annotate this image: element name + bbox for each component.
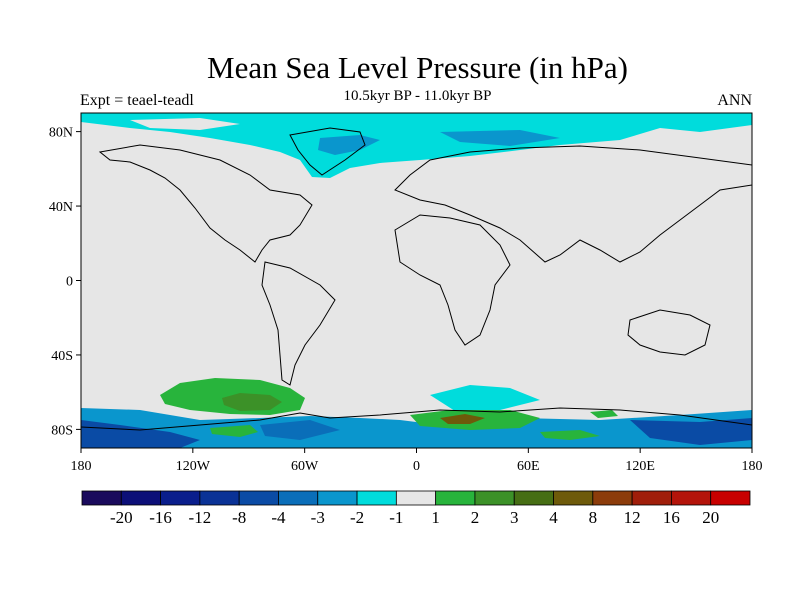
colorbar-label: -8 xyxy=(232,508,246,527)
colorbar-label: 8 xyxy=(589,508,598,527)
colorbar-swatch xyxy=(356,490,397,506)
coastline-australia xyxy=(627,309,711,356)
colorbar-label: -2 xyxy=(350,508,364,527)
colorbar-swatch xyxy=(238,490,279,506)
coastline-south-america xyxy=(261,261,336,386)
pressure-contours xyxy=(81,113,752,448)
x-tick-label: 180 xyxy=(742,459,763,474)
x-tick-label: 120E xyxy=(625,459,655,474)
x-tick-label: 0 xyxy=(413,459,420,474)
colorbar-swatch xyxy=(395,490,437,506)
coastlines xyxy=(81,127,752,431)
colorbar-swatch xyxy=(671,490,712,506)
colorbar-swatch xyxy=(160,490,201,506)
colorbar-swatch xyxy=(81,490,122,506)
contour-antarctic-positive xyxy=(540,430,600,440)
contour-arctic-stronger xyxy=(318,135,380,155)
contour-antarctic-strong-negative xyxy=(260,420,340,440)
map-title: Mean Sea Level Pressure (in hPa) xyxy=(207,50,628,85)
contour-antarctic-strong-negative xyxy=(630,418,752,445)
colorbar-label: 4 xyxy=(549,508,558,527)
colorbar-swatch xyxy=(278,490,319,506)
coastline-africa xyxy=(394,214,511,346)
colorbar-swatch xyxy=(710,490,751,506)
contour-south-atlantic-negative xyxy=(430,385,540,411)
colorbar-label: -12 xyxy=(189,508,212,527)
contour-arctic-gray-patch xyxy=(130,118,240,130)
coastline-north-america xyxy=(98,144,313,263)
y-tick-label: 40N xyxy=(49,200,73,215)
y-tick-label: 40S xyxy=(51,349,73,364)
colorbar-swatch xyxy=(553,490,594,506)
colorbar-label: -1 xyxy=(389,508,403,527)
colorbar-label: -16 xyxy=(149,508,172,527)
colorbar: -20 -16 -12 -8 -4 -3 -2 -1 1 2 3 4 8 12 16 20 xyxy=(81,490,751,527)
colorbar-swatch xyxy=(199,490,240,506)
colorbar-label: 2 xyxy=(471,508,480,527)
coastline-greenland xyxy=(289,127,366,176)
colorbar-label: -3 xyxy=(311,508,325,527)
season-label: ANN xyxy=(717,92,752,109)
colorbar-swatch xyxy=(120,490,161,506)
coastline-europe-asia xyxy=(394,145,752,263)
contour-south-pacific-positive-core xyxy=(222,393,282,411)
contour-antarctic-strong-negative xyxy=(81,420,200,448)
x-tick-label: 180 xyxy=(71,459,92,474)
colorbar-label: 12 xyxy=(624,508,641,527)
y-tick-label: 80N xyxy=(49,126,73,141)
colorbar-swatch xyxy=(474,490,515,506)
coastline-antarctica xyxy=(81,407,752,431)
contour-antarctic-positive-core xyxy=(440,414,485,424)
contour-antarctic-positive xyxy=(590,410,618,418)
colorbar-label: 20 xyxy=(702,508,719,527)
contour-antarctic-positive xyxy=(210,425,258,437)
experiment-label: Expt = teael-teadl xyxy=(80,92,194,109)
colorbar-label: -20 xyxy=(110,508,133,527)
colorbar-label: 3 xyxy=(510,508,519,527)
colorbar-swatch xyxy=(631,490,672,506)
x-tick-label: 120W xyxy=(176,459,211,474)
map-axes: 180 120W 60W 0 60E 120E 180 80N 40N 0 40S 80S xyxy=(49,126,763,474)
y-tick-label: 80S xyxy=(51,423,73,438)
colorbar-label: 16 xyxy=(663,508,680,527)
colorbar-swatch xyxy=(435,490,476,506)
x-tick-label: 60W xyxy=(291,459,319,474)
colorbar-swatch xyxy=(592,490,633,506)
contour-arctic-negative xyxy=(81,113,752,178)
x-tick-label: 60E xyxy=(517,459,540,474)
contour-arctic-stronger xyxy=(440,130,560,146)
colorbar-swatch xyxy=(317,490,358,506)
y-tick-label: 0 xyxy=(66,275,73,290)
colorbar-swatch xyxy=(513,490,554,506)
map-subtitle: 10.5kyr BP - 11.0kyr BP xyxy=(343,88,492,104)
colorbar-label: 1 xyxy=(431,508,440,527)
colorbar-label: -4 xyxy=(271,508,286,527)
